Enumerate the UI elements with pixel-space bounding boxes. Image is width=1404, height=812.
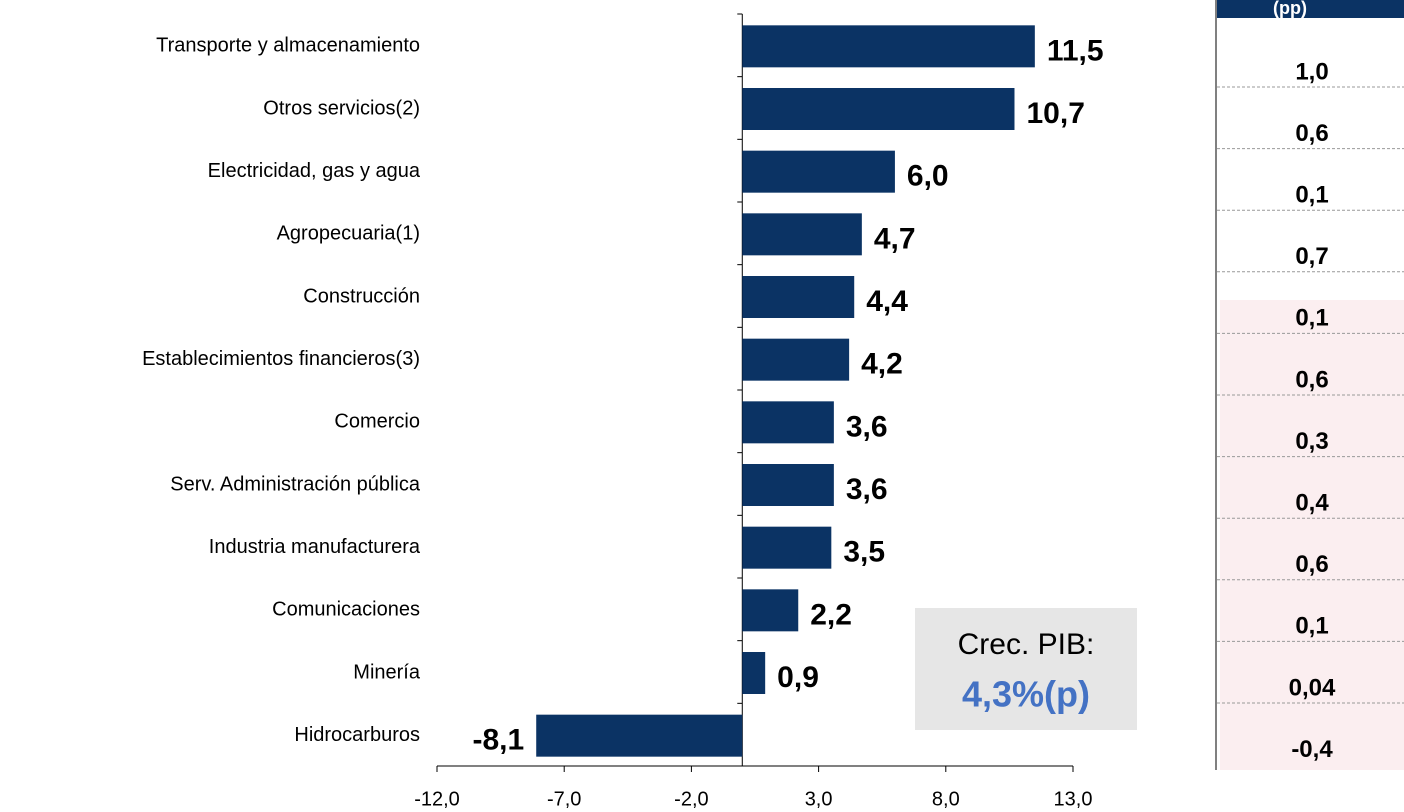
x-tick-label: 13,0 — [1054, 788, 1093, 810]
y-tick-label: Comunicaciones — [272, 599, 420, 621]
y-tick-label: Electricidad, gas y agua — [208, 160, 421, 182]
annotation-label: Crec. PIB: — [958, 628, 1095, 661]
x-tick-label: 3,0 — [805, 788, 833, 810]
table-cell: 0,04 — [1289, 674, 1336, 701]
table-cell: 0,6 — [1295, 120, 1328, 147]
value-label: 3,6 — [846, 473, 888, 506]
value-label: -8,1 — [473, 724, 525, 757]
value-label: 3,6 — [846, 410, 888, 443]
table-cell: 0,6 — [1295, 366, 1328, 393]
y-tick-label: Minería — [353, 661, 421, 683]
table-cell: -0,4 — [1291, 736, 1333, 763]
value-label: 2,2 — [810, 598, 852, 631]
value-label: 3,5 — [843, 536, 885, 569]
y-tick-label: Otros servicios(2) — [263, 97, 420, 119]
table-cell: 0,6 — [1295, 551, 1328, 578]
table-cell: 0,4 — [1295, 490, 1329, 517]
value-label: 11,5 — [1047, 34, 1104, 67]
bar — [742, 527, 831, 569]
annotation-value: 4,3%(p) — [962, 674, 1090, 715]
y-tick-label: Comercio — [334, 411, 420, 433]
table-cell: 0,3 — [1295, 428, 1328, 455]
table-cell: 1,0 — [1295, 58, 1328, 85]
bar — [742, 464, 834, 506]
value-label: 4,2 — [861, 348, 903, 381]
y-tick-label: Transporte y almacenamiento — [156, 35, 420, 57]
bar — [742, 151, 895, 193]
bar — [742, 25, 1035, 67]
chart: Crec. PIB: 4,3%(p) (pp) -12,0 -7,0 -2,0 3,0… — [0, 0, 1404, 812]
bar — [742, 88, 1014, 130]
bar — [742, 339, 849, 381]
bar — [742, 652, 765, 694]
bar — [536, 715, 742, 757]
x-tick-label: -2,0 — [674, 788, 708, 810]
value-label: 10,7 — [1026, 97, 1084, 130]
table-cell: 0,1 — [1295, 182, 1328, 209]
bar — [742, 589, 798, 631]
x-tick-label: 8,0 — [932, 788, 960, 810]
table-header: (pp) — [1273, 0, 1307, 18]
bar — [742, 276, 854, 318]
x-tick-label: -12,0 — [414, 788, 460, 810]
value-label: 4,4 — [866, 285, 908, 318]
table-header-bg — [1217, 0, 1404, 18]
table-cell: 0,7 — [1295, 243, 1328, 270]
y-tick-label: Establecimientos financieros(3) — [142, 348, 420, 370]
y-tick-label: Hidrocarburos — [294, 724, 420, 746]
y-tick-label: Serv. Administración pública — [170, 473, 421, 495]
y-tick-label: Industria manufacturera — [209, 536, 421, 558]
table-cell: 0,1 — [1295, 613, 1328, 640]
table-cell: 0,1 — [1295, 305, 1328, 332]
bar — [742, 213, 862, 255]
y-tick-label: Construcción — [303, 285, 420, 307]
x-tick-label: -7,0 — [547, 788, 581, 810]
value-label: 6,0 — [907, 160, 949, 193]
y-tick-label: Agropecuaria(1) — [277, 223, 420, 245]
value-label: 4,7 — [874, 222, 916, 255]
bar — [742, 401, 834, 443]
value-label: 0,9 — [777, 661, 819, 694]
